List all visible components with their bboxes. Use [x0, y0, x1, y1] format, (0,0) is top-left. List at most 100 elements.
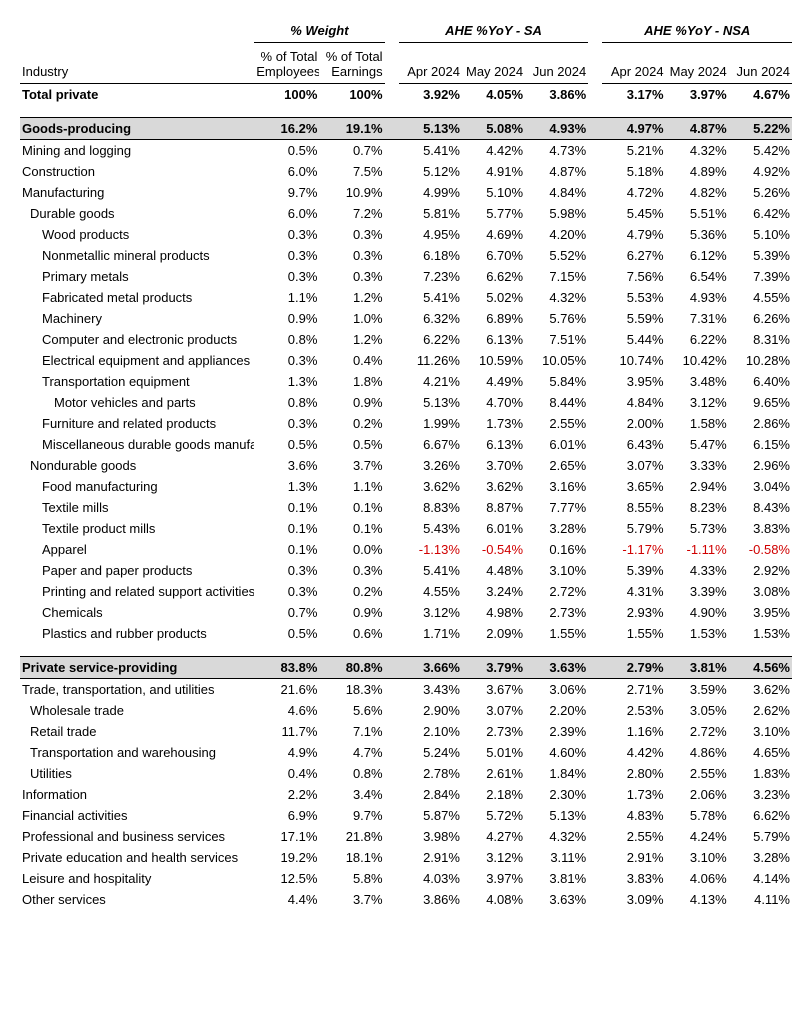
- cell: 0.0%: [319, 539, 384, 560]
- cell: -0.54%: [462, 539, 525, 560]
- cell: 5.21%: [602, 140, 665, 162]
- row-label: Machinery: [20, 308, 254, 329]
- row-label: Transportation and warehousing: [20, 742, 254, 763]
- cell: 5.43%: [399, 518, 462, 539]
- cell: 5.78%: [666, 805, 729, 826]
- cell: 8.87%: [462, 497, 525, 518]
- cell: 1.2%: [319, 287, 384, 308]
- row-label: Wholesale trade: [20, 700, 254, 721]
- cell: 3.08%: [729, 581, 792, 602]
- cell: 0.8%: [319, 763, 384, 784]
- cell: 6.70%: [462, 245, 525, 266]
- cell: 2.65%: [525, 455, 588, 476]
- cell: 2.20%: [525, 700, 588, 721]
- cell: -1.13%: [399, 539, 462, 560]
- cell: 18.3%: [319, 679, 384, 701]
- cell: 4.86%: [666, 742, 729, 763]
- cell: 9.65%: [729, 392, 792, 413]
- row-label: Printing and related support activities: [20, 581, 254, 602]
- cell: 5.22%: [729, 118, 792, 140]
- cell: 7.31%: [666, 308, 729, 329]
- cell: 3.6%: [254, 455, 319, 476]
- cell: 0.9%: [254, 308, 319, 329]
- row-label: Furniture and related products: [20, 413, 254, 434]
- table-row: Utilities0.4%0.8%2.78%2.61%1.84%2.80%2.5…: [20, 763, 792, 784]
- table-row: Construction6.0%7.5%5.12%4.91%4.87%5.18%…: [20, 161, 792, 182]
- cell: 3.04%: [729, 476, 792, 497]
- cell: 6.01%: [462, 518, 525, 539]
- cell: -1.17%: [602, 539, 665, 560]
- cell: 5.52%: [525, 245, 588, 266]
- cell: 0.8%: [254, 329, 319, 350]
- cell: 7.39%: [729, 266, 792, 287]
- cell: 4.32%: [525, 287, 588, 308]
- cell: 2.72%: [525, 581, 588, 602]
- row-label: Professional and business services: [20, 826, 254, 847]
- cell: 2.55%: [666, 763, 729, 784]
- cell: 5.08%: [462, 118, 525, 140]
- table-row: Information2.2%3.4%2.84%2.18%2.30%1.73%2…: [20, 784, 792, 805]
- cell: 0.4%: [319, 350, 384, 371]
- cell: 4.21%: [399, 371, 462, 392]
- cell: 4.67%: [729, 84, 792, 106]
- cell: 4.49%: [462, 371, 525, 392]
- cell: 1.16%: [602, 721, 665, 742]
- cell: 7.51%: [525, 329, 588, 350]
- table-row: Chemicals0.7%0.9%3.12%4.98%2.73%2.93%4.9…: [20, 602, 792, 623]
- table-row: Transportation equipment1.3%1.8%4.21%4.4…: [20, 371, 792, 392]
- table-row: Leisure and hospitality12.5%5.8%4.03%3.9…: [20, 868, 792, 889]
- cell: 4.87%: [666, 118, 729, 140]
- cell: 19.2%: [254, 847, 319, 868]
- cell: 4.56%: [729, 657, 792, 679]
- cell: 6.43%: [602, 434, 665, 455]
- table-row: Nondurable goods3.6%3.7%3.26%3.70%2.65%3…: [20, 455, 792, 476]
- cell: 6.01%: [525, 434, 588, 455]
- cell: 3.28%: [729, 847, 792, 868]
- cell: 2.79%: [602, 657, 665, 679]
- cell: 7.77%: [525, 497, 588, 518]
- cell: 3.39%: [666, 581, 729, 602]
- ahe-table: % WeightAHE %YoY - SAAHE %YoY - NSAIndus…: [20, 20, 792, 910]
- cell: 5.87%: [399, 805, 462, 826]
- cell: 0.5%: [319, 434, 384, 455]
- cell: 4.33%: [666, 560, 729, 581]
- table-row: Total private100%100%3.92%4.05%3.86%3.17…: [20, 84, 792, 106]
- cell: 4.98%: [462, 602, 525, 623]
- table-row: Manufacturing9.7%10.9%4.99%5.10%4.84%4.7…: [20, 182, 792, 203]
- table-row: Other services4.4%3.7%3.86%4.08%3.63%3.0…: [20, 889, 792, 910]
- cell: -0.58%: [729, 539, 792, 560]
- cell: 2.53%: [602, 700, 665, 721]
- table-row: Furniture and related products0.3%0.2%1.…: [20, 413, 792, 434]
- cell: 6.89%: [462, 308, 525, 329]
- row-label: Mining and logging: [20, 140, 254, 162]
- cell: 5.6%: [319, 700, 384, 721]
- cell: 0.1%: [254, 497, 319, 518]
- cell: 4.42%: [602, 742, 665, 763]
- cell: 5.77%: [462, 203, 525, 224]
- cell: 6.62%: [729, 805, 792, 826]
- cell: 3.16%: [525, 476, 588, 497]
- cell: 4.6%: [254, 700, 319, 721]
- cell: 0.3%: [254, 266, 319, 287]
- table-row: Apparel0.1%0.0%-1.13%-0.54%0.16%-1.17%-1…: [20, 539, 792, 560]
- row-label: Leisure and hospitality: [20, 868, 254, 889]
- cell: 5.51%: [666, 203, 729, 224]
- cell: 4.65%: [729, 742, 792, 763]
- cell: 2.73%: [525, 602, 588, 623]
- cell: 6.13%: [462, 434, 525, 455]
- cell: 4.42%: [462, 140, 525, 162]
- cell: 3.98%: [399, 826, 462, 847]
- cell: 4.91%: [462, 161, 525, 182]
- table-row: Textile mills0.1%0.1%8.83%8.87%7.77%8.55…: [20, 497, 792, 518]
- cell: 5.73%: [666, 518, 729, 539]
- cell: 0.3%: [319, 224, 384, 245]
- cell: 4.13%: [666, 889, 729, 910]
- cell: 2.94%: [666, 476, 729, 497]
- cell: 19.1%: [319, 118, 384, 140]
- cell: 3.97%: [666, 84, 729, 106]
- cell: 6.54%: [666, 266, 729, 287]
- cell: 5.44%: [602, 329, 665, 350]
- cell: 4.92%: [729, 161, 792, 182]
- row-label: Paper and paper products: [20, 560, 254, 581]
- cell: 2.91%: [399, 847, 462, 868]
